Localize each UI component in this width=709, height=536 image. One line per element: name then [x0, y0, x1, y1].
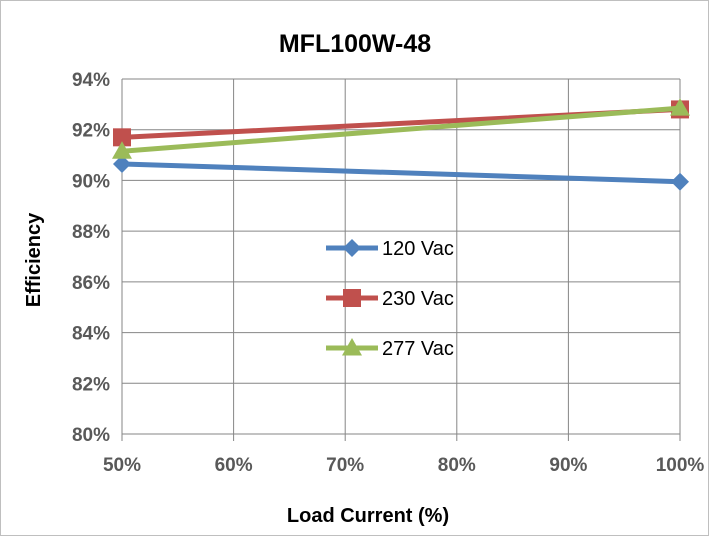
- series-line: [119, 161, 683, 185]
- chart-title: MFL100W-48: [279, 30, 431, 58]
- series-line: [119, 105, 683, 154]
- y-tick-label: 86%: [72, 273, 110, 294]
- x-tick-label: 50%: [103, 455, 141, 476]
- legend-label: 277 Vac: [382, 338, 454, 360]
- y-tick-label: 90%: [72, 171, 110, 192]
- x-tick-label: 60%: [215, 455, 253, 476]
- y-tick-label: 82%: [72, 374, 110, 395]
- x-tick-label: 70%: [326, 455, 364, 476]
- legend-marker: [343, 239, 361, 257]
- legend-entry: 277 Vac: [326, 338, 454, 360]
- y-tick-label: 92%: [72, 121, 110, 142]
- legend-marker: [342, 338, 362, 356]
- data-point: [113, 128, 131, 147]
- x-tick-label: 90%: [549, 455, 587, 476]
- data-point: [671, 172, 689, 191]
- data-point: [670, 98, 690, 116]
- x-tick-label: 80%: [438, 455, 476, 476]
- x-tick-label: 100%: [656, 455, 705, 476]
- legend-marker: [343, 289, 361, 307]
- legend-entry: 120 Vac: [326, 238, 454, 260]
- data-point: [112, 141, 132, 159]
- legend-label: 230 Vac: [382, 288, 454, 310]
- y-axis-label: Efficiency: [23, 212, 45, 307]
- legend-label: 120 Vac: [382, 238, 454, 260]
- legend-entry: 230 Vac: [326, 288, 454, 310]
- y-tick-label: 88%: [72, 222, 110, 243]
- y-tick-label: 84%: [72, 324, 110, 345]
- data-point: [113, 154, 131, 173]
- series-3: [112, 98, 690, 159]
- x-axis-label: Load Current (%): [287, 505, 449, 527]
- y-tick-label: 94%: [72, 70, 110, 91]
- y-axis-ticks: 80% 82% 84% 86% 88% 90% 92% 94%: [72, 70, 110, 446]
- series-1: [113, 154, 689, 191]
- series: [112, 98, 690, 191]
- x-axis-ticks: 50% 60% 70% 80% 90% 100%: [103, 455, 704, 476]
- y-tick-label: 80%: [72, 425, 110, 446]
- series-2: [113, 100, 689, 147]
- legend: 120 Vac 230 Vac 277 Vac: [326, 238, 454, 360]
